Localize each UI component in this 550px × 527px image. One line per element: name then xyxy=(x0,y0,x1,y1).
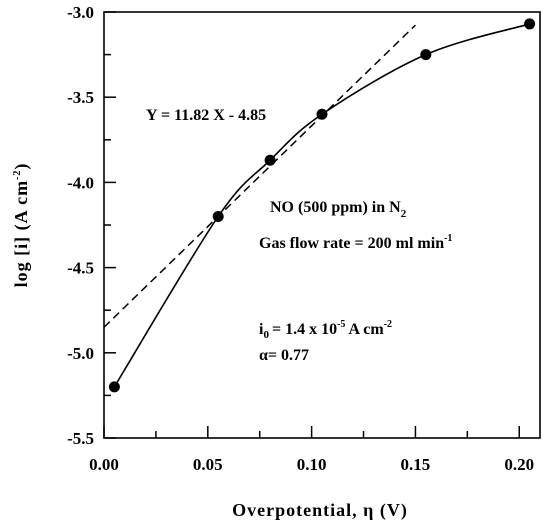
y-axis-tick-labels: -3.0 -3.5 -4.0 -4.5 -5.0 -5.5 xyxy=(67,3,94,448)
x-tick-label: 0.10 xyxy=(297,455,327,474)
gas-flow-rate-label: Gas flow rate = 200 ml min-1 xyxy=(259,233,452,252)
data-point xyxy=(264,154,276,166)
data-point xyxy=(524,18,536,30)
data-point xyxy=(108,381,120,393)
y-tick-label: -3.0 xyxy=(67,3,94,22)
data-point xyxy=(420,49,432,61)
linear-fit-line xyxy=(103,24,416,328)
y-axis-ticks xyxy=(104,11,116,439)
y-tick-label: -4.0 xyxy=(67,173,94,192)
plot-area-frame xyxy=(103,11,541,439)
y-tick-label: -3.5 xyxy=(67,88,94,107)
y-tick-label: -5.5 xyxy=(67,429,94,448)
data-point xyxy=(212,210,224,222)
x-tick-label: 0.00 xyxy=(89,455,119,474)
y-axis-title: log [i] (A cm-2) xyxy=(11,163,32,288)
fitted-curve xyxy=(113,23,530,388)
y-tick-label: -5.0 xyxy=(67,344,94,363)
exchange-current-label: i0 = 1.4 x 10-5 A cm-2 xyxy=(259,319,392,341)
y-tick-label: -4.5 xyxy=(67,259,94,278)
transfer-coefficient-label: α= 0.77 xyxy=(259,347,309,364)
x-axis-tick-labels: 0.00 0.05 0.10 0.15 0.20 xyxy=(89,455,534,474)
x-axis-title: Overpotential, η (V) xyxy=(232,500,408,521)
fit-equation-label: Y = 11.82 X - 4.85 xyxy=(146,107,266,124)
x-axis-ticks xyxy=(103,426,520,438)
gas-composition-label: NO (500 ppm) in N2 xyxy=(270,199,407,220)
x-tick-label: 0.15 xyxy=(401,455,431,474)
series-layer xyxy=(103,18,536,393)
x-tick-label: 0.05 xyxy=(193,455,223,474)
data-point xyxy=(316,108,328,120)
x-tick-label: 0.20 xyxy=(504,455,534,474)
